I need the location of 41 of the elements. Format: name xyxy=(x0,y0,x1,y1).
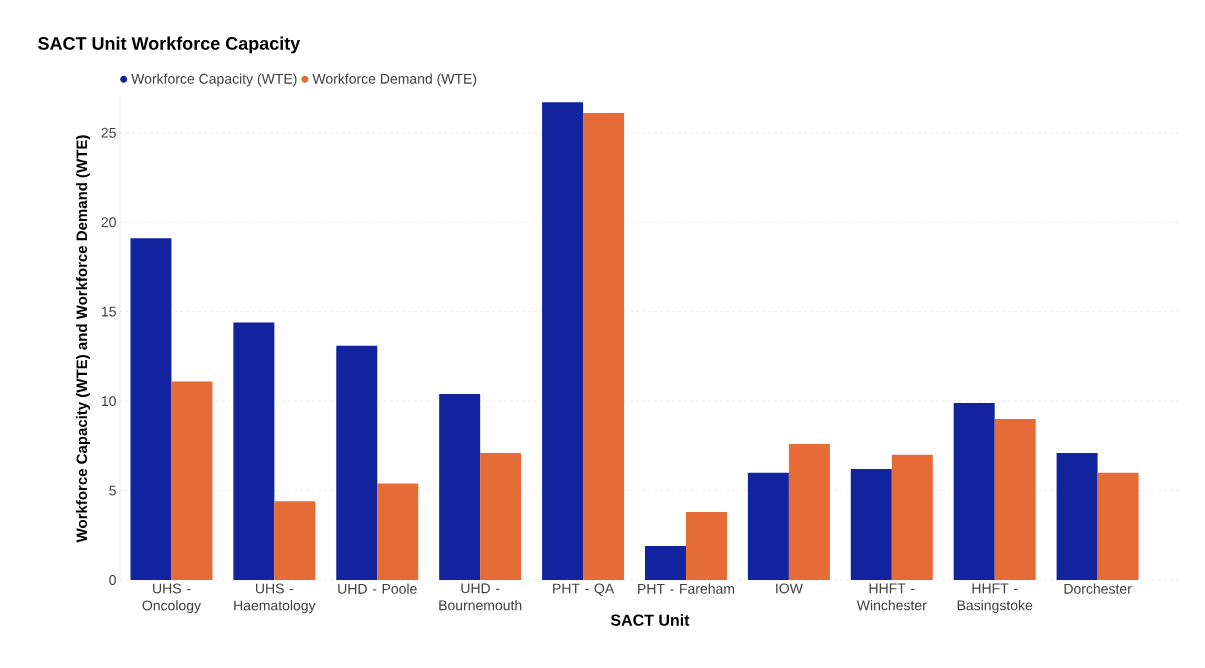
x-tick-label: UHD - Poole xyxy=(338,583,417,594)
bar xyxy=(439,393,481,580)
bar xyxy=(233,322,275,580)
x-axis-title: SACT Unit xyxy=(610,614,690,626)
bar xyxy=(171,381,213,580)
x-tick-label: HHFT - Basingstoke xyxy=(957,583,1033,614)
legend-label: Workforce Capacity (WTE) xyxy=(131,73,297,87)
x-tick-label: PHT - Fareham xyxy=(638,583,735,594)
bar xyxy=(377,483,419,580)
y-tick-label: 15 xyxy=(101,306,116,317)
bar xyxy=(336,345,378,580)
bar xyxy=(480,452,522,580)
y-tick-label: 20 xyxy=(101,217,116,228)
x-tick-label: Dorchester xyxy=(1064,583,1132,594)
bar xyxy=(130,238,172,580)
bar xyxy=(1097,472,1139,580)
bar xyxy=(583,113,625,580)
bar xyxy=(644,546,686,580)
bar xyxy=(953,402,995,580)
x-tick-label: IOW xyxy=(776,583,803,594)
x-tick-label: PHT - QA xyxy=(553,583,615,596)
x-tick-label: UHD - Bournemouth xyxy=(439,583,522,611)
bar xyxy=(685,512,727,580)
y-tick-label: 25 xyxy=(101,127,116,138)
bar xyxy=(850,469,892,580)
bar xyxy=(1056,452,1098,580)
bar xyxy=(891,454,933,580)
x-tick-label: UHS - Haematology xyxy=(234,583,316,614)
y-tick-label: 5 xyxy=(109,485,116,496)
chart-title: SACT Unit Workforce Capacity xyxy=(38,36,301,54)
y-tick-label: 0 xyxy=(109,575,116,585)
bar xyxy=(274,501,316,580)
x-tick-label: UHS - Oncology xyxy=(142,583,201,614)
bar xyxy=(788,444,830,580)
bar xyxy=(994,418,1036,580)
legend-label: Workforce Demand (WTE) xyxy=(312,73,477,87)
y-tick-label: 10 xyxy=(101,396,116,407)
bar xyxy=(747,472,789,580)
bar xyxy=(542,102,584,580)
y-axis-title: Workforce Capacity (WTE) and Workforce Demand (WTE) xyxy=(76,135,91,543)
x-tick-label: HHFT - Winchester xyxy=(856,583,927,611)
